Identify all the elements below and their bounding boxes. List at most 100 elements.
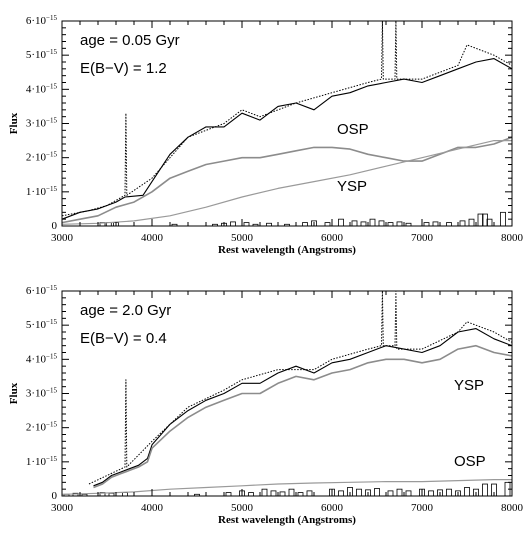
x-tick-label: 5000 [231, 502, 254, 514]
data-bar [288, 488, 295, 497]
data-bar [464, 487, 470, 497]
y-tick-mantissa: 4·10 [26, 83, 47, 95]
y-tick-mantissa: 2·10 [26, 422, 47, 434]
data-bar [306, 490, 313, 497]
data-bar [396, 221, 403, 227]
data-bar [468, 218, 475, 227]
x-tick-label: 3000 [51, 232, 74, 244]
data-bar [446, 488, 452, 497]
y-axis-title: Flux [8, 382, 20, 404]
y-tick-label: 0 [52, 220, 58, 232]
y-tick-label: 5·10−15 [26, 318, 58, 331]
data-bar [432, 221, 439, 227]
data-bar [387, 222, 394, 227]
x-tick-label: 8000 [501, 232, 524, 244]
data-bar [459, 220, 466, 227]
y-tick-mantissa: 0 [52, 220, 58, 232]
plot-frame [61, 290, 513, 497]
data-bar [378, 220, 385, 227]
data-bar [482, 483, 488, 497]
y-tick-mantissa: 4·10 [26, 353, 47, 365]
data-bar [356, 488, 362, 497]
series-line-gray-solid [61, 136, 513, 224]
x-axis-title: Rest wavelength (Angstroms) [218, 244, 356, 256]
y-tick-mantissa: 1·10 [26, 456, 47, 468]
y-tick-exponent: −15 [46, 82, 57, 90]
data-bar [500, 211, 506, 227]
data-bar [423, 222, 430, 227]
data-bar [122, 492, 128, 497]
x-tick-label: 8000 [501, 502, 524, 514]
y-tick-exponent: −15 [46, 284, 57, 292]
y-tick-mantissa: 6·10 [26, 15, 47, 27]
x-tick-label: 7000 [411, 232, 434, 244]
x-tick-label: 6000 [321, 232, 344, 244]
data-bar [396, 488, 403, 497]
y-tick-exponent: −15 [46, 421, 57, 429]
y-tick-label: 2·10−15 [26, 151, 58, 164]
annotation: YSP [454, 377, 484, 394]
data-bar [297, 492, 304, 497]
y-tick-exponent: −15 [46, 455, 57, 463]
data-bar [230, 221, 236, 227]
y-tick-exponent: −15 [46, 48, 57, 56]
y-tick-mantissa: 2·10 [26, 152, 47, 164]
data-bar [446, 222, 452, 227]
annotation: E(B−V) = 1.2 [80, 60, 167, 77]
y-tick-label: 6·10−15 [26, 14, 58, 27]
y-tick-exponent: −15 [46, 352, 57, 360]
annotation: OSP [337, 121, 369, 138]
x-tick-label: 7000 [411, 502, 434, 514]
y-tick-label: 4·10−15 [26, 352, 58, 365]
y-tick-mantissa: 0 [52, 490, 58, 502]
series-line-gray-thin [61, 140, 512, 225]
series-line-black-solid [93, 328, 513, 487]
series-line-black-dotted [88, 290, 513, 485]
x-tick-label: 4000 [141, 502, 164, 514]
data-bar [261, 488, 268, 497]
data-bar [360, 221, 367, 227]
data-bar [279, 491, 286, 497]
series-line-gray-thin [61, 479, 512, 495]
y-tick-exponent: −15 [46, 318, 57, 326]
data-bar [243, 222, 250, 227]
series-line-black-solid [61, 58, 513, 220]
panel-bottom: 3000 4000 5000 6000 7000 800001·10−152·10−153… [8, 284, 524, 526]
x-tick-label: 5000 [231, 232, 254, 244]
annotation: age = 0.05 Gyr [80, 32, 180, 49]
y-axis-title: Flux [8, 112, 20, 134]
y-tick-label: 6·10−15 [26, 284, 58, 297]
data-bar [428, 490, 434, 497]
data-bar [324, 222, 331, 227]
y-tick-mantissa: 3·10 [26, 118, 47, 130]
y-tick-mantissa: 5·10 [26, 49, 47, 61]
plot-frame [61, 20, 513, 227]
y-tick-label: 5·10−15 [26, 48, 58, 61]
y-tick-label: 0 [52, 490, 58, 502]
y-tick-label: 4·10−15 [26, 82, 58, 95]
series-line-gray-solid [93, 344, 513, 489]
data-bar [387, 490, 394, 497]
y-tick-mantissa: 5·10 [26, 319, 47, 331]
annotation: OSP [454, 453, 486, 470]
y-tick-label: 1·10−15 [26, 455, 58, 468]
data-bar [248, 492, 254, 497]
y-tick-mantissa: 3·10 [26, 388, 47, 400]
y-tick-exponent: −15 [46, 185, 57, 193]
data-bar [338, 218, 344, 227]
annotation: age = 2.0 Gyr [80, 302, 171, 319]
y-tick-mantissa: 1·10 [26, 186, 47, 198]
y-tick-label: 1·10−15 [26, 185, 58, 198]
panel-top: 3000 4000 5000 6000 7000 800001·10−152·10−153… [8, 14, 524, 256]
y-tick-mantissa: 6·10 [26, 285, 47, 297]
y-tick-label: 2·10−15 [26, 421, 58, 434]
y-tick-label: 3·10−15 [26, 117, 58, 130]
data-bar [302, 222, 308, 227]
x-tick-label: 6000 [321, 502, 344, 514]
x-tick-label: 3000 [51, 502, 74, 514]
x-tick-label: 4000 [141, 232, 164, 244]
data-bar [369, 218, 376, 227]
y-tick-label: 3·10−15 [26, 387, 58, 400]
y-tick-exponent: −15 [46, 14, 57, 22]
annotation: YSP [337, 178, 367, 195]
